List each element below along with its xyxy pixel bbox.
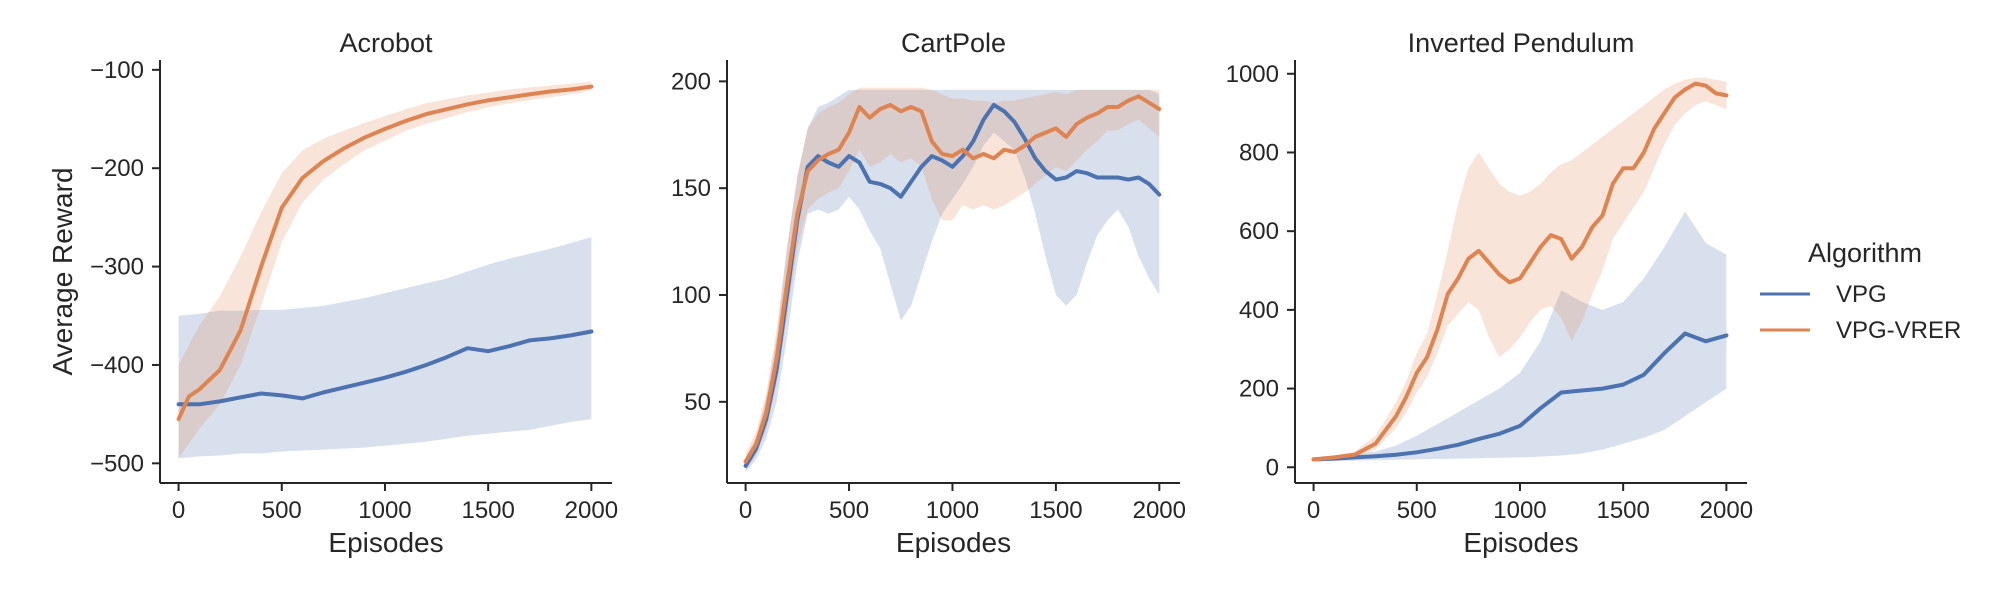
x-tick-label: 0	[1307, 497, 1320, 524]
confidence-band-vpg	[178, 237, 592, 459]
x-axis-label: Episodes	[328, 527, 443, 558]
series-line-vpg-vrer	[1311, 81, 1729, 462]
x-tick-label: 500	[1397, 497, 1437, 524]
x-tick-label: 2000	[1133, 497, 1186, 524]
chart-title: CartPole	[901, 28, 1006, 58]
confidence-band-vpg-vrer	[178, 81, 592, 459]
x-tick-label: 1000	[1493, 497, 1546, 524]
series-line-vpg	[176, 329, 594, 407]
chart-panel-1: 0 500 1000 1500 2000 −500 −400 −300 −200 −100 Acro…	[47, 28, 618, 558]
y-tick-label: 200	[671, 68, 711, 95]
y-tick-label: 100	[671, 282, 711, 309]
y-tick-label: 400	[1239, 297, 1279, 324]
confidence-band-vpg-vrer	[1313, 77, 1727, 461]
confidence-band-vpg	[1313, 211, 1727, 462]
confidence-band-vpg	[745, 89, 1160, 473]
series-line-vpg-vrer	[176, 84, 594, 422]
x-tick-label: 1500	[1029, 497, 1082, 524]
y-tick-label: 800	[1239, 139, 1279, 166]
series-line-vpg	[1311, 331, 1729, 462]
series-line-vpg-vrer	[743, 94, 1162, 464]
y-tick-label: 200	[1239, 376, 1279, 403]
x-tick-label: 2000	[1700, 497, 1753, 524]
x-axis-label: Episodes	[896, 527, 1011, 558]
y-tick-label: 600	[1239, 218, 1279, 245]
y-tick-label: −100	[90, 57, 144, 84]
y-tick-label: −400	[90, 352, 144, 379]
x-tick-label: 500	[262, 497, 302, 524]
chart-title: Acrobot	[339, 28, 433, 58]
x-tick-label: 1000	[926, 497, 979, 524]
y-tick-label: 0	[1266, 454, 1279, 481]
legend-label-vpg-vrer: VPG-VRER	[1836, 317, 1961, 344]
legend: Algorithm VPG VPG-VRER	[1760, 238, 1961, 344]
x-axis-label: Episodes	[1463, 527, 1578, 558]
y-tick-label: −200	[90, 155, 144, 182]
x-tick-label: 0	[172, 497, 185, 524]
x-tick-label: 500	[829, 497, 869, 524]
x-tick-label: 1500	[1596, 497, 1649, 524]
y-axis-label: Average Reward	[47, 167, 78, 375]
x-tick-label: 0	[739, 497, 752, 524]
y-tick-label: 50	[684, 389, 711, 416]
y-tick-label: 150	[671, 175, 711, 202]
legend-title: Algorithm	[1808, 238, 1922, 268]
legend-label-vpg: VPG	[1836, 281, 1887, 308]
chart-title: Inverted Pendulum	[1408, 28, 1635, 58]
y-tick-label: −500	[90, 450, 144, 477]
y-tick-label: 1000	[1226, 61, 1279, 88]
series-line-vpg	[743, 102, 1162, 468]
x-tick-label: 2000	[565, 497, 618, 524]
x-tick-label: 1500	[461, 497, 514, 524]
x-tick-label: 1000	[358, 497, 411, 524]
y-tick-label: −300	[90, 254, 144, 281]
chart-panel-2: 0 500 1000 1500 2000 50 100 150 200 CartPole Episo…	[671, 28, 1186, 558]
chart-panel-3: 0 500 1000 1500 2000 0 200 400 600 800 1000 Inverte…	[1226, 28, 1753, 558]
